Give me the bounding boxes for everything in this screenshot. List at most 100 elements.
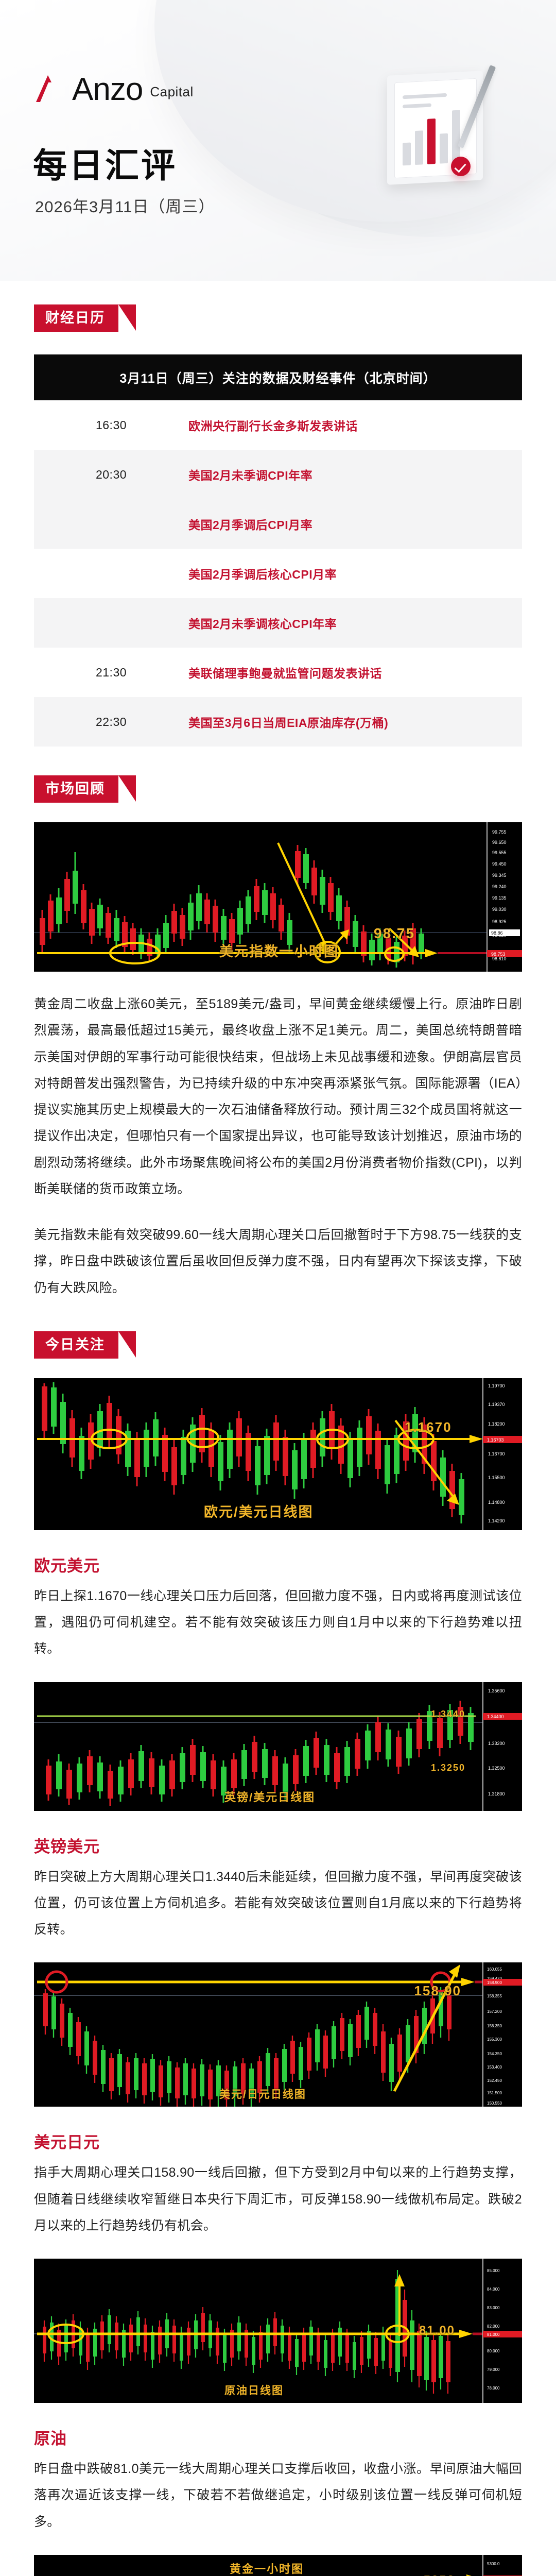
calendar-event: 美国2月季调后CPI月率 (188, 518, 313, 532)
chart-level-label-usd-index: 98.75 (374, 925, 415, 941)
brand-logo: Anzo Capital (34, 72, 194, 108)
table-row: 21:30 美联储理事鲍曼就监管问题发表讲话 (34, 648, 522, 697)
calendar-section-tag-wrap: 财经日历 (0, 304, 556, 332)
svg-text:1.16703: 1.16703 (487, 1437, 504, 1443)
svg-text:1.32500: 1.32500 (488, 1766, 505, 1771)
svg-text:1.35600: 1.35600 (488, 1688, 505, 1693)
chart-level-label-eurusd: 1.1670 (405, 1419, 452, 1435)
svg-text:99.555: 99.555 (492, 850, 507, 855)
eurusd-candlestick-svg: 1.19700 1.19370 1.18200 1.16700 1.15500 1.14… (34, 1378, 522, 1530)
svg-text:99.240: 99.240 (492, 884, 507, 889)
page-header: Anzo Capital 每日汇评 2026年3月11日（周三） (0, 0, 556, 281)
calendar-time: 22:30 (95, 715, 127, 728)
svg-text:1.19700: 1.19700 (488, 1383, 505, 1388)
chart-caption-usdjpy: 美元/日元日线图 (219, 2089, 306, 2101)
brand-wordmark: Anzo (72, 72, 143, 108)
svg-text:99.135: 99.135 (492, 895, 507, 901)
svg-text:153.400: 153.400 (487, 2065, 502, 2070)
svg-text:159.470: 159.470 (487, 1976, 502, 1981)
chart-usdjpy-daily: 160.055 159.470 158.355 157.200 156.350 155.… (34, 1962, 522, 2107)
today-focus-section-tag: 今日关注 (34, 1331, 136, 1359)
calendar-time: 16:30 (95, 418, 127, 432)
pair-text-usdjpy: 指手大周期心理关口158.90一线后回撤，但下方受到2月中旬以来的上行趋势支撑，… (34, 2165, 522, 2233)
chart-gold-h1: 5300.05258.05240.0 5220.05200.05180.0 51… (34, 2554, 522, 2576)
table-row: 美国2月季调后核心CPI月率 (34, 549, 522, 598)
chart-level-label-gold: 5258 (424, 2573, 455, 2576)
chart-level-label-crude-oil: 81.00 (419, 2324, 455, 2337)
chart-caption-gbpusd: 英镑/美元日线图 (224, 1790, 316, 1804)
market-review-paragraph-2: 美元指数未能有效突破99.60一线大周期心理关口后回撤暂时于下方98.75一线获… (34, 1228, 522, 1295)
chart-caption-gold: 黄金一小时图 (230, 2562, 304, 2575)
calendar-table: 3月11日（周三）关注的数据及财经事件（北京时间） 16:30 欧洲央行副行长金… (34, 354, 522, 747)
header-illustration (363, 56, 513, 205)
svg-text:99.030: 99.030 (492, 907, 507, 912)
pair-title-gbpusd: 英镑美元 (34, 1837, 100, 1856)
svg-text:1.15500: 1.15500 (488, 1475, 505, 1480)
calendar-event: 欧洲央行副行长金多斯发表讲话 (188, 419, 358, 433)
svg-text:1.33200: 1.33200 (488, 1741, 505, 1746)
chart-level-label-gbpusd-2: 1.3250 (430, 1762, 465, 1773)
svg-text:158.355: 158.355 (487, 1994, 502, 1998)
clipboard-paper (394, 78, 477, 179)
calendar-time: 21:30 (95, 665, 127, 679)
chart-usd-index-h1: 99.755 99.650 99.555 99.450 99.345 99.240 99… (34, 822, 522, 972)
calendar-event: 美国至3月6日当周EIA原油库存(万桶) (188, 716, 389, 730)
check-badge-icon (451, 157, 471, 176)
svg-text:1.14200: 1.14200 (488, 1518, 505, 1523)
calendar-event: 美国2月季调后核心CPI月率 (188, 568, 337, 581)
svg-text:1.18200: 1.18200 (488, 1421, 505, 1427)
pair-title-usdjpy: 美元日元 (34, 2133, 100, 2152)
chart-crude-oil-daily: 85.000 84.000 83.000 82.000 80.000 79.000 78… (34, 2259, 522, 2403)
market-review-paragraph-1: 黄金周二收盘上涨60美元，至5189美元/盎司，早间黄金继续缓慢上行。原油昨日剧… (34, 997, 522, 1196)
market-review-tag-wrap: 市场回顾 (0, 775, 556, 803)
svg-text:79.000: 79.000 (487, 2367, 500, 2372)
calendar-time: 20:30 (95, 467, 127, 481)
brand-subtext: Capital (150, 84, 194, 99)
chart-caption-usd-index: 美元指数一小时图 (219, 944, 339, 959)
svg-text:152.450: 152.450 (487, 2078, 502, 2083)
svg-text:99.345: 99.345 (492, 873, 507, 878)
svg-text:154.350: 154.350 (487, 2052, 502, 2056)
svg-text:1.19370: 1.19370 (488, 1402, 505, 1407)
pair-title-crude-oil: 原油 (34, 2430, 67, 2448)
svg-text:98.86: 98.86 (491, 930, 503, 936)
chart-caption-eurusd: 欧元/美元日线图 (204, 1504, 314, 1520)
svg-text:1.14800: 1.14800 (488, 1500, 505, 1505)
svg-text:81.000: 81.000 (487, 2332, 500, 2337)
today-focus-tag-wrap: 今日关注 (0, 1331, 556, 1359)
gold-candlestick-svg: 5300.05258.05240.0 5220.05200.05180.0 51… (34, 2554, 522, 2576)
svg-text:83.000: 83.000 (487, 2306, 500, 2310)
svg-text:99.650: 99.650 (492, 840, 507, 845)
svg-text:99.450: 99.450 (492, 861, 507, 867)
table-row: 美国2月季调后CPI月率 (34, 499, 522, 549)
gbpusd-candlestick-svg: 1.35600 1.34400 1.33200 1.32500 1.31800 1.3… (34, 1682, 522, 1811)
svg-text:5300.0: 5300.0 (487, 2562, 500, 2566)
svg-text:78.000: 78.000 (487, 2386, 500, 2391)
svg-text:155.300: 155.300 (487, 2037, 502, 2042)
svg-text:160.055: 160.055 (487, 1967, 502, 1972)
pair-text-crude-oil: 昨日盘中跌破81.0美元一线大周期心理关口支撑后收回，收盘小涨。早间原油大幅回落… (34, 2462, 522, 2529)
crude-oil-candlestick-svg: 85.000 84.000 83.000 82.000 80.000 79.000 78… (34, 2259, 522, 2403)
calendar-event: 美联储理事鲍曼就监管问题发表讲话 (188, 667, 382, 680)
chart-level-label-usdjpy: 158.90 (414, 1983, 461, 1999)
table-row: 美国2月未季调核心CPI年率 (34, 598, 522, 648)
svg-text:156.350: 156.350 (487, 2024, 502, 2028)
page-date: 2026年3月11日（周三） (35, 198, 215, 216)
svg-text:85.000: 85.000 (487, 2268, 500, 2273)
usd-index-candlestick-svg: 99.755 99.650 99.555 99.450 99.345 99.240 99… (34, 822, 522, 972)
chart-caption-crude-oil: 原油日线图 (224, 2385, 284, 2397)
pair-title-eurusd: 欧元美元 (34, 1556, 100, 1575)
page-title: 每日汇评 (33, 146, 177, 184)
table-row: 20:30 美国2月未季调CPI年率 (34, 450, 522, 499)
pair-text-gbpusd: 昨日突破上方大周期心理关口1.3440后未能延续，但回撤力度不强，早间再度突破该… (34, 1869, 522, 1937)
chart-eurusd-daily: 1.19700 1.19370 1.18200 1.16700 1.15500 1.14… (34, 1378, 522, 1530)
svg-text:98.610: 98.610 (492, 956, 507, 961)
svg-text:98.925: 98.925 (492, 919, 507, 924)
svg-text:1.34400: 1.34400 (487, 1714, 504, 1719)
market-review-section-tag: 市场回顾 (34, 775, 136, 803)
trend-line-icon (464, 156, 467, 157)
chart-level-label-gbpusd-1: 1.3440 (430, 1708, 465, 1719)
svg-text:158.900: 158.900 (487, 1980, 502, 1985)
calendar-section-tag: 财经日历 (34, 304, 136, 332)
